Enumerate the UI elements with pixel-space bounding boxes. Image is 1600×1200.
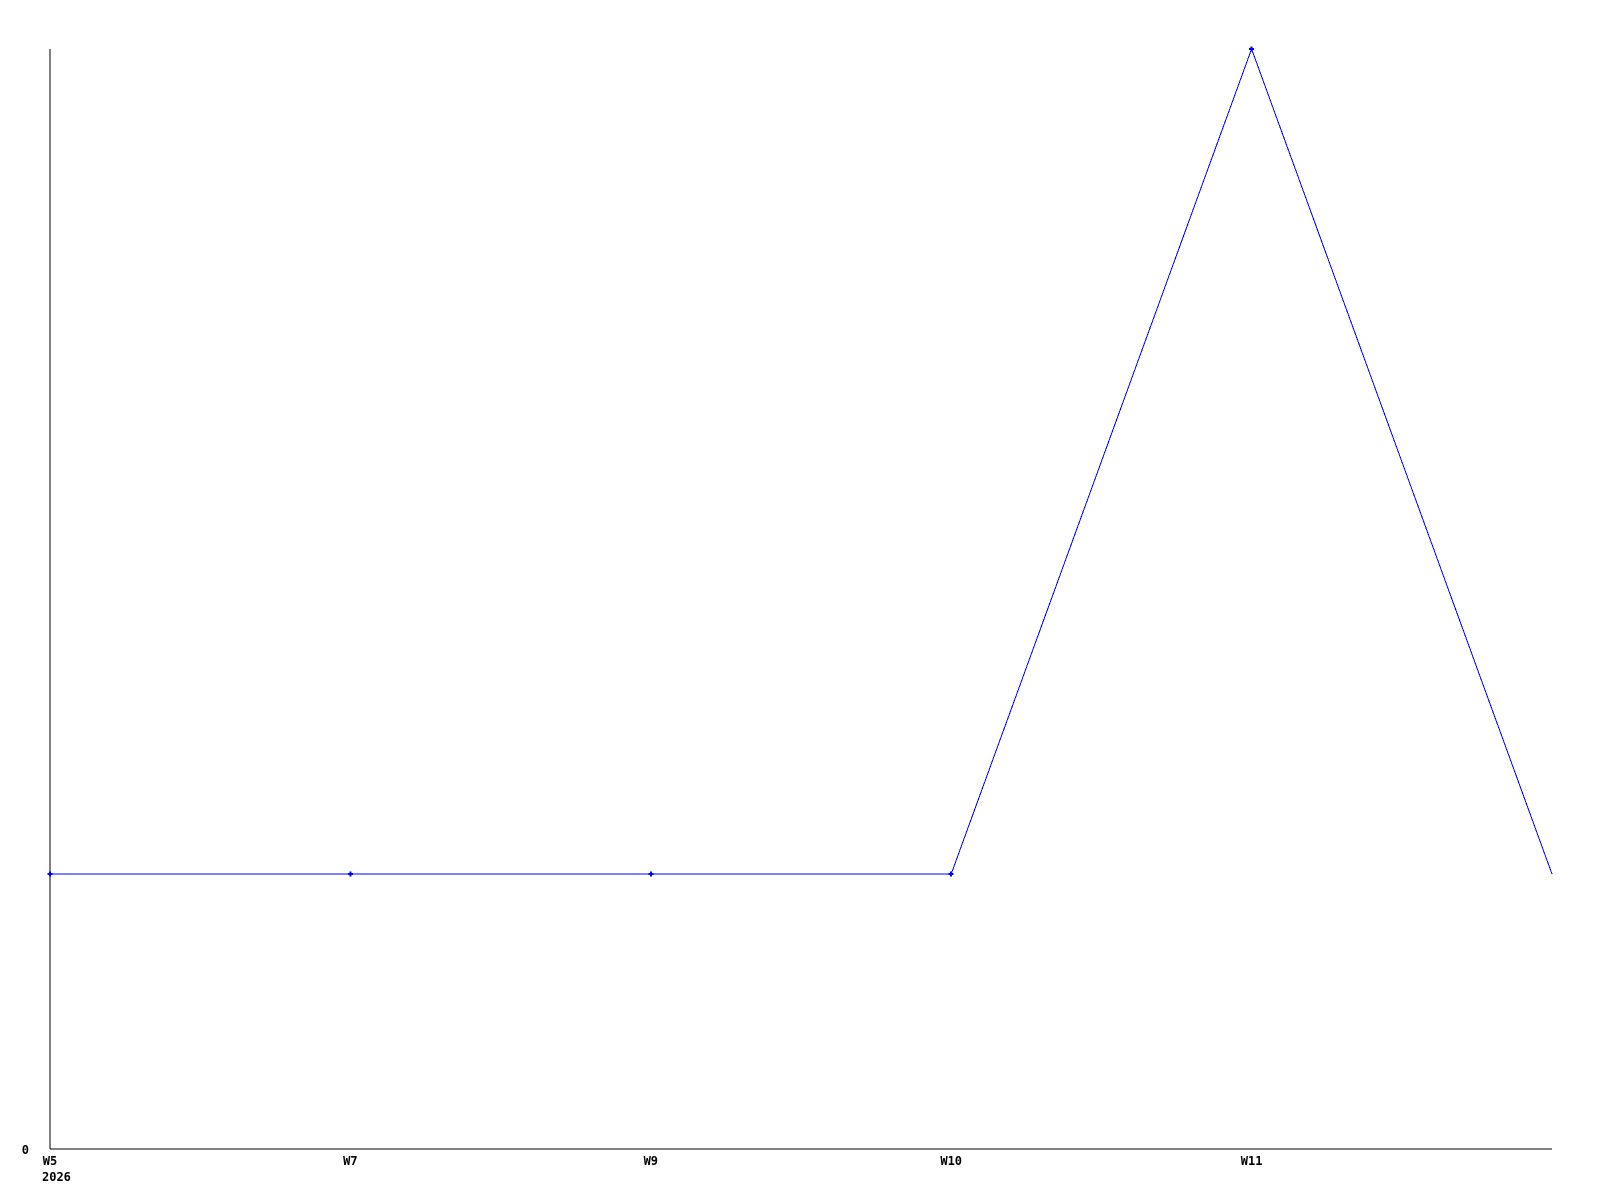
x-axis-year-label: 2026: [42, 1170, 71, 1184]
x-tick-label-w11: W11: [1240, 1154, 1263, 1168]
x-tick-label-w7: W7: [343, 1154, 358, 1168]
data-markers: [47, 46, 1255, 877]
x-tick-label-w9: W9: [643, 1154, 659, 1168]
y-tick-label-0: 0: [21, 1143, 29, 1157]
x-tick-label-w10: W10: [940, 1154, 963, 1168]
x-tick-label-w5: W5: [42, 1154, 58, 1168]
data-line: [50, 47, 1553, 875]
axes: [49, 49, 1552, 1150]
